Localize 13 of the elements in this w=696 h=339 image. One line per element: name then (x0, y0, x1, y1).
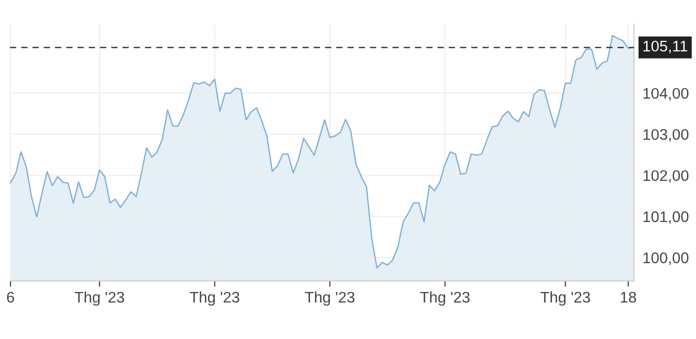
y-tick-label: 102,00 (644, 170, 688, 183)
x-tick-label: 18 (620, 292, 636, 303)
y-tick-label: 104,00 (644, 88, 688, 101)
x-tick-label: Thg '23 (540, 291, 590, 306)
y-tick-label: 103,00 (644, 129, 688, 142)
ref-line-label: 105,11 (644, 40, 688, 54)
y-tick-label: 100,00 (644, 252, 688, 266)
y-tick-label: 101,00 (644, 211, 688, 224)
x-tick-label: Thg '23 (420, 291, 470, 306)
x-tick-label: 6 (7, 292, 14, 303)
x-tick-label: Thg '23 (304, 291, 354, 306)
x-tick-label: Thg '23 (190, 291, 240, 306)
x-tick-label: Thg '23 (74, 291, 124, 306)
